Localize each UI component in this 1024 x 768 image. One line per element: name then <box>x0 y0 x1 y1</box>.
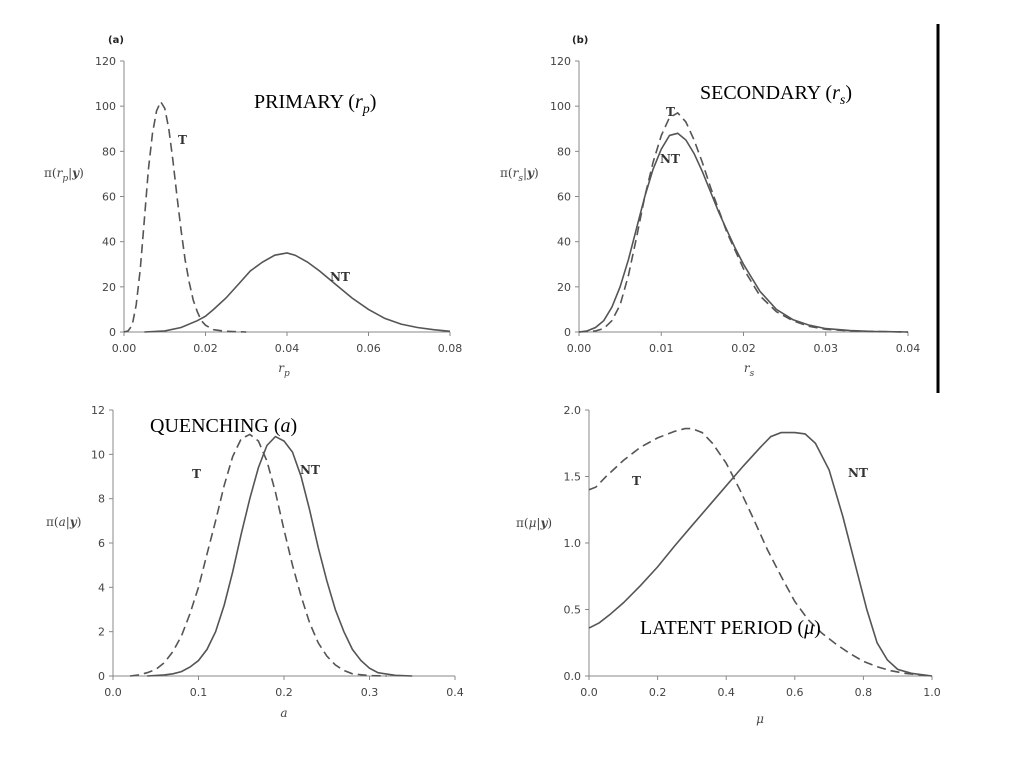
y-tick-label-primary: 120 <box>95 55 116 68</box>
series-line-latent-period-t <box>588 427 933 677</box>
y-tick-label-primary: 100 <box>95 100 116 113</box>
series-line-secondary-t <box>578 111 909 333</box>
x-tick-label-quenching: 0.2 <box>275 686 293 699</box>
x-tick-label-secondary: 0.03 <box>814 342 839 355</box>
series-line-quenching-t <box>129 433 387 677</box>
x-tick-label-secondary: 0.02 <box>731 342 756 355</box>
x-tick-label-secondary: 0.00 <box>567 342 592 355</box>
panel-latent-period: 0.0 0.2 0.4 0.6 0.8 1.0 0.0 0.5 1.0 1.5 2.0 LATENT… <box>516 404 941 726</box>
ylabel-latent-period: π(μ|y) <box>516 516 552 530</box>
y-tick-label-latent-period: 0.0 <box>564 670 582 683</box>
panel-quenching: 0.0 0.1 0.2 0.3 0.4 0 2 4 6 8 10 12 QUENCHING (a) a… <box>46 404 464 720</box>
y-tick-label-latent-period: 1.0 <box>564 537 582 550</box>
y-tick-label-secondary: 80 <box>557 145 571 158</box>
y-tick-label-secondary: 100 <box>550 100 571 113</box>
xlabel-secondary: rs <box>744 361 755 379</box>
x-tick-label-primary: 0.04 <box>275 342 300 355</box>
x-tick-label-quenching: 0.1 <box>190 686 208 699</box>
xlabel-latent-period: μ <box>756 712 764 726</box>
title-secondary: SECONDARY (rs) <box>700 82 852 108</box>
x-tick-label-latent-period: 0.8 <box>855 686 873 699</box>
panel-letter-a: (a) <box>108 35 124 46</box>
x-tick-label-latent-period: 0.2 <box>649 686 667 699</box>
x-tick-label-primary: 0.08 <box>438 342 463 355</box>
y-tick-label-primary: 60 <box>102 191 116 204</box>
y-tick-label-quenching: 8 <box>98 493 105 506</box>
xlabel-quenching: a <box>280 706 287 720</box>
y-tick-label-secondary: 120 <box>550 55 571 68</box>
axes-latent-period: 0.0 0.2 0.4 0.6 0.8 1.0 0.0 0.5 1.0 1.5 2.0 <box>564 404 941 699</box>
x-tick-label-primary: 0.06 <box>356 342 381 355</box>
y-tick-label-primary: 80 <box>102 145 116 158</box>
y-tick-label-primary: 40 <box>102 236 116 249</box>
series-line-secondary-nt <box>578 132 909 333</box>
x-tick-label-secondary: 0.01 <box>649 342 674 355</box>
series-label-quenching-nt: NT <box>300 463 320 477</box>
x-tick-label-secondary: 0.04 <box>896 342 921 355</box>
series-line-primary-nt <box>144 252 451 333</box>
title-primary: PRIMARY (rp) <box>254 91 376 117</box>
series-label-secondary-nt: NT <box>660 152 680 166</box>
axes-secondary: 0.00 0.01 0.02 0.03 0.04 0 20 40 60 80 100 120 <box>550 55 920 355</box>
panel-primary: (a) 0.00 0.02 0.04 0.06 0.08020406080100120 … <box>44 35 462 379</box>
series-label-latent-t: T <box>632 474 641 488</box>
y-tick-label-quenching: 12 <box>91 404 105 417</box>
series-label-primary-nt: NT <box>330 270 350 284</box>
axes-quenching: 0.0 0.1 0.2 0.3 0.4 0 2 4 6 8 10 12 <box>91 404 464 699</box>
series-label-quenching-t: T <box>192 467 201 481</box>
x-tick-label-latent-period: 0.6 <box>786 686 804 699</box>
x-tick-label-quenching: 0.3 <box>361 686 379 699</box>
y-tick-label-latent-period: 0.5 <box>564 604 582 617</box>
y-tick-label-secondary: 20 <box>557 281 571 294</box>
y-tick-label-primary: 20 <box>102 281 116 294</box>
title-quenching: QUENCHING (a) <box>150 415 297 437</box>
x-tick-label-latent-period: 1.0 <box>923 686 941 699</box>
series-label-latent-nt: NT <box>848 466 868 480</box>
y-tick-label-quenching: 10 <box>91 448 105 461</box>
axes-primary: 0.00 0.02 0.04 0.06 0.08 0 20 40 60 80 100 120 <box>95 55 462 355</box>
panel-letter-b: (b) <box>572 35 588 46</box>
x-tick-label-latent-period: 0.0 <box>580 686 598 699</box>
y-tick-label-primary: 0 <box>109 326 116 339</box>
series-line-latent-period-nt <box>588 431 933 677</box>
y-tick-label-latent-period: 2.0 <box>564 404 582 417</box>
y-tick-label-secondary: 40 <box>557 236 571 249</box>
x-tick-label-primary: 0.02 <box>193 342 218 355</box>
ylabel-primary: π(rp|y) <box>44 166 84 184</box>
xlabel-primary: rp <box>278 361 290 379</box>
x-tick-label-quenching: 0.0 <box>104 686 122 699</box>
y-tick-label-quenching: 4 <box>98 581 105 594</box>
y-tick-label-latent-period: 1.5 <box>564 471 582 484</box>
ylabel-quenching: π(a|y) <box>46 515 81 529</box>
series-line-quenching-nt <box>147 435 413 677</box>
y-tick-label-quenching: 2 <box>98 626 105 639</box>
title-latent-period: LATENT PERIOD (μ) <box>640 617 821 639</box>
y-tick-label-quenching: 6 <box>98 537 105 550</box>
panel-secondary: (b) 0.00 0.01 0.02 0.03 0.04020406080100120 … <box>500 35 920 379</box>
x-tick-label-primary: 0.00 <box>112 342 137 355</box>
series-line-primary-t <box>123 99 247 333</box>
y-tick-label-secondary: 60 <box>557 191 571 204</box>
y-tick-label-quenching: 0 <box>98 670 105 683</box>
ylabel-secondary: π(rs|y) <box>500 166 539 184</box>
series-label-primary-t: T <box>178 133 187 147</box>
series-label-secondary-t: T <box>666 105 675 119</box>
x-tick-label-latent-period: 0.4 <box>717 686 735 699</box>
x-tick-label-quenching: 0.4 <box>446 686 464 699</box>
y-tick-label-secondary: 0 <box>564 326 571 339</box>
